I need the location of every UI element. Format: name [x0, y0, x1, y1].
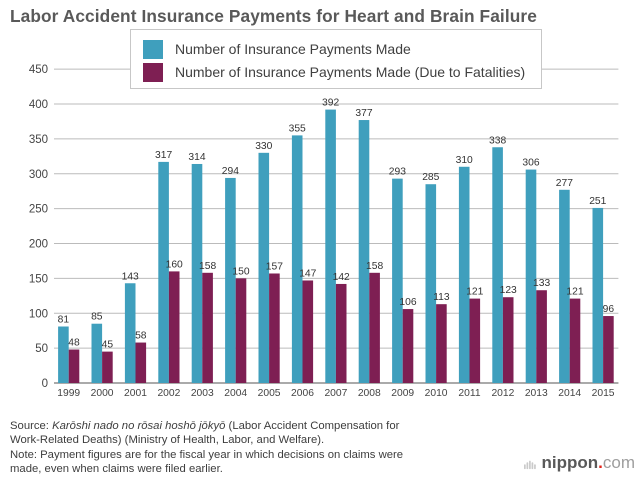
- svg-text:150: 150: [29, 273, 48, 285]
- svg-text:251: 251: [589, 196, 606, 207]
- svg-text:121: 121: [566, 287, 583, 298]
- svg-text:113: 113: [433, 292, 450, 303]
- svg-text:317: 317: [155, 150, 172, 161]
- svg-text:314: 314: [188, 152, 205, 163]
- svg-text:250: 250: [29, 204, 48, 216]
- svg-text:1999: 1999: [57, 388, 80, 399]
- svg-text:2013: 2013: [525, 388, 548, 399]
- svg-text:2014: 2014: [558, 388, 581, 399]
- svg-text:2010: 2010: [425, 388, 448, 399]
- svg-text:310: 310: [456, 155, 473, 166]
- svg-text:2007: 2007: [324, 388, 347, 399]
- svg-text:160: 160: [166, 259, 183, 270]
- svg-text:200: 200: [29, 239, 48, 251]
- svg-text:45: 45: [102, 340, 114, 351]
- svg-text:285: 285: [422, 172, 439, 183]
- svg-text:147: 147: [299, 268, 316, 279]
- svg-text:81: 81: [58, 315, 70, 326]
- svg-text:300: 300: [29, 169, 48, 181]
- svg-text:2000: 2000: [91, 388, 114, 399]
- svg-text:143: 143: [122, 271, 139, 282]
- svg-text:142: 142: [333, 272, 350, 283]
- svg-text:400: 400: [29, 99, 48, 111]
- svg-text:2008: 2008: [358, 388, 381, 399]
- svg-text:2011: 2011: [458, 388, 480, 399]
- svg-text:2006: 2006: [291, 388, 314, 399]
- svg-text:133: 133: [533, 278, 550, 289]
- svg-text:123: 123: [500, 285, 517, 296]
- svg-text:392: 392: [322, 98, 339, 109]
- svg-text:58: 58: [135, 331, 147, 342]
- svg-text:450: 450: [29, 64, 48, 76]
- svg-text:96: 96: [603, 304, 615, 315]
- svg-text:106: 106: [399, 297, 416, 308]
- svg-text:121: 121: [466, 287, 483, 298]
- svg-text:48: 48: [68, 338, 80, 349]
- svg-text:85: 85: [91, 312, 103, 323]
- svg-text:355: 355: [289, 123, 306, 134]
- svg-text:2009: 2009: [391, 388, 414, 399]
- svg-text:150: 150: [232, 266, 249, 277]
- svg-text:50: 50: [35, 343, 48, 355]
- svg-text:2001: 2001: [124, 388, 147, 399]
- svg-text:350: 350: [29, 134, 48, 146]
- svg-text:338: 338: [489, 135, 506, 146]
- svg-text:377: 377: [355, 108, 372, 119]
- svg-text:158: 158: [366, 261, 383, 272]
- svg-text:2002: 2002: [157, 388, 180, 399]
- svg-text:293: 293: [389, 167, 406, 178]
- svg-text:157: 157: [266, 261, 283, 272]
- svg-text:0: 0: [42, 378, 48, 390]
- svg-text:158: 158: [199, 261, 216, 272]
- svg-text:294: 294: [222, 166, 239, 177]
- svg-text:2005: 2005: [258, 388, 281, 399]
- svg-text:100: 100: [29, 308, 48, 320]
- svg-text:2003: 2003: [191, 388, 214, 399]
- svg-text:2015: 2015: [592, 388, 615, 399]
- svg-text:2004: 2004: [224, 388, 247, 399]
- svg-text:330: 330: [255, 141, 272, 152]
- svg-text:277: 277: [556, 178, 573, 189]
- svg-text:2012: 2012: [491, 388, 514, 399]
- svg-text:306: 306: [522, 158, 539, 169]
